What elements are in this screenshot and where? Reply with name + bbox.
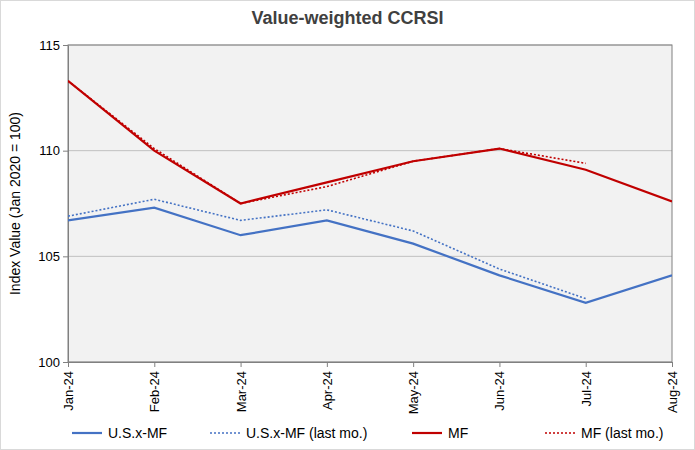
y-tick-label: 105 xyxy=(38,249,60,264)
y-tick-mark xyxy=(63,45,68,46)
title: Value-weighted CCRSI xyxy=(251,8,443,28)
x-tick-mark xyxy=(499,362,500,367)
legend-item: MF (last mo.) xyxy=(545,425,663,441)
x-tick: Aug-24 xyxy=(665,362,680,413)
x-tick-label: Apr-24 xyxy=(320,371,335,410)
legend-swatch xyxy=(210,432,240,434)
y-axis-line xyxy=(68,46,69,363)
y-tick-label: 115 xyxy=(39,38,60,53)
x-tick: Mar-24 xyxy=(234,362,249,412)
legend-item: MF xyxy=(412,425,468,441)
x-tick: Feb-24 xyxy=(147,362,162,412)
y-tick: 110 xyxy=(39,143,68,158)
x-tick-label: Mar-24 xyxy=(234,371,249,412)
x-tick: Jul-24 xyxy=(579,362,594,406)
chart-border xyxy=(1,1,695,450)
legend-swatch xyxy=(545,432,575,434)
grid-line xyxy=(68,150,672,151)
plot: 100 105 110 115 Jan-24 Feb-24 Mar-24 Apr-24 May-… xyxy=(38,38,680,415)
x-tick-mark xyxy=(327,362,328,367)
y-tick: 115 xyxy=(39,38,68,53)
series-line xyxy=(68,208,672,303)
series-line xyxy=(68,81,672,204)
chart: 100 105 110 115 Jan-24 Feb-24 Mar-24 Apr-24 May-… xyxy=(0,0,695,450)
series-group xyxy=(68,81,672,303)
grid-line xyxy=(68,256,672,257)
x-tick: Jun-24 xyxy=(492,362,507,411)
x-tick-label: Jul-24 xyxy=(579,371,594,406)
x-tick-label: Feb-24 xyxy=(147,371,162,412)
y-tick-mark xyxy=(63,256,68,257)
x-tick-label: Aug-24 xyxy=(665,371,680,413)
x-tick-label: Jan-24 xyxy=(61,371,76,411)
x-axis-line xyxy=(69,362,673,363)
x-tick-mark xyxy=(672,362,673,367)
x-tick-mark xyxy=(241,362,242,367)
plot-frame xyxy=(68,45,672,362)
legend-swatch xyxy=(72,432,102,434)
x-axis: Jan-24 Feb-24 Mar-24 Apr-24 May-24 Jun-24 Jul-… xyxy=(61,362,680,414)
x-tick-mark xyxy=(68,362,69,367)
x-tick: May-24 xyxy=(406,362,421,414)
x-tick-mark xyxy=(586,362,587,367)
legend-label: MF (last mo.) xyxy=(581,425,663,441)
legend-item: U.S.x-MF xyxy=(72,425,167,441)
legend-item: U.S.x-MF (last mo.) xyxy=(210,425,367,441)
grid xyxy=(68,45,672,362)
legend-swatch xyxy=(412,432,442,434)
legend-label: U.S.x-MF (last mo.) xyxy=(246,425,367,441)
y-tick-mark xyxy=(63,151,68,152)
y-tick-label: 100 xyxy=(38,355,60,370)
y-axis-title: Index Value (Jan 2020 = 100) xyxy=(7,112,23,295)
x-tick-label: Jun-24 xyxy=(492,371,507,411)
series-line xyxy=(68,199,586,298)
x-tick: Apr-24 xyxy=(320,362,335,410)
y-tick: 100 xyxy=(38,355,68,370)
x-tick-label: May-24 xyxy=(406,371,421,414)
y-tick-mark xyxy=(63,362,68,363)
legend: U.S.x-MF U.S.x-MF (last mo.) MF MF (last mo… xyxy=(72,425,663,441)
x-tick-mark xyxy=(413,362,414,367)
y-axis: 100 105 110 115 xyxy=(38,38,68,370)
x-tick-mark xyxy=(154,362,155,367)
legend-label: U.S.x-MF xyxy=(108,425,167,441)
plot-background xyxy=(68,45,672,362)
series-line xyxy=(68,81,586,204)
y-tick-label: 110 xyxy=(39,143,60,158)
x-tick: Jan-24 xyxy=(61,362,76,411)
legend-label: MF xyxy=(448,425,468,441)
y-tick: 105 xyxy=(38,249,68,264)
